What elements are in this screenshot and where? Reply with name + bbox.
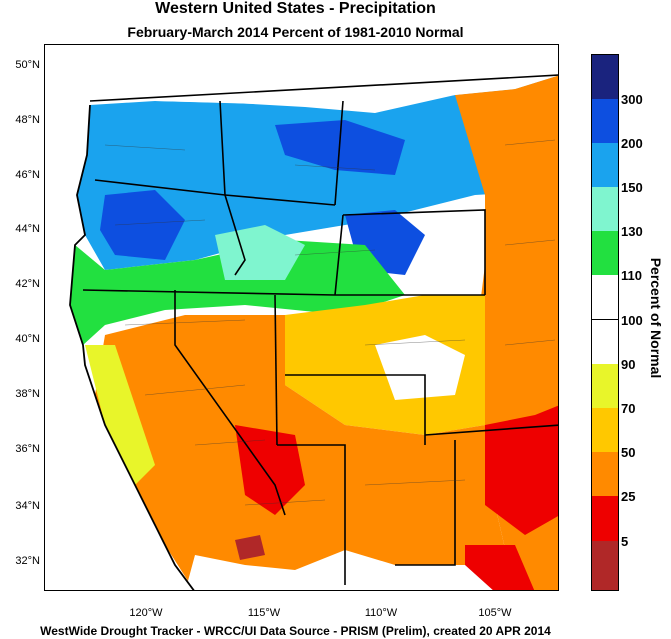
lon-label: 110°W	[364, 607, 398, 619]
legend-tick-label: 50	[621, 445, 636, 460]
legend-tick-label: 70	[621, 401, 636, 416]
legend-bin	[592, 452, 618, 496]
lat-label: 50°N	[15, 59, 40, 71]
lat-label: 44°N	[15, 223, 40, 235]
legend-tick-label: 100	[621, 313, 643, 328]
region-pnw-blue	[77, 75, 558, 270]
legend-tick-label: 110	[621, 268, 642, 283]
legend-bin	[592, 496, 618, 541]
legend-tick-label: 300	[621, 92, 643, 107]
lat-label: 48°N	[15, 114, 40, 126]
region-coast-yellow	[85, 345, 155, 485]
county-lines	[104, 139, 556, 506]
lat-label: 32°N	[15, 555, 40, 567]
footer-credit: WestWide Drought Tracker - WRCC/UI Data …	[40, 624, 551, 638]
legend-bin	[592, 55, 618, 99]
legend-bin	[592, 99, 618, 143]
region-sw-orange	[95, 315, 515, 590]
lon-label: 120°W	[129, 607, 163, 619]
precipitation-map	[44, 44, 559, 591]
legend-tick-label: 90	[621, 357, 636, 372]
legend-bin	[592, 541, 618, 590]
map-canvas	[45, 45, 558, 590]
region-white-patch	[375, 335, 465, 400]
region-deep-blue-1	[100, 190, 185, 260]
legend-title: Percent of Normal	[648, 257, 664, 379]
lon-label: 115°W	[247, 607, 281, 619]
lat-label: 36°N	[15, 443, 40, 455]
coastline	[69, 104, 195, 590]
lat-label: 42°N	[15, 278, 40, 290]
legend-colorbar	[591, 54, 619, 591]
legend-bin	[592, 231, 618, 275]
region-red-3	[465, 545, 535, 590]
legend-bin	[592, 275, 618, 319]
region-cyan-1	[215, 225, 305, 280]
legend-tick-label: 150	[621, 180, 643, 195]
lat-label: 38°N	[15, 388, 40, 400]
legend-bin	[592, 408, 618, 452]
map-subtitle: February-March 2014 Percent of 1981-2010…	[127, 24, 464, 40]
legend-bin	[592, 187, 618, 231]
canada-area	[45, 45, 558, 105]
legend-tick-label: 5	[621, 534, 629, 549]
lon-label: 105°W	[478, 607, 512, 619]
legend-tick-label: 25	[621, 489, 636, 504]
lat-label: 46°N	[15, 169, 40, 181]
legend-bin	[592, 143, 618, 187]
mexico-area	[185, 550, 493, 590]
legend-tick-label: 130	[621, 224, 643, 239]
region-red-2	[485, 405, 558, 535]
region-red-1	[235, 425, 305, 515]
legend-tick-label: 200	[621, 136, 643, 151]
lat-label: 40°N	[15, 333, 40, 345]
lat-label: 34°N	[15, 500, 40, 512]
precip-field	[70, 75, 558, 590]
region-dark-red	[235, 535, 265, 560]
legend-bin	[592, 364, 618, 408]
legend-bin	[592, 319, 618, 365]
map-title: Western United States - Precipitation	[155, 0, 436, 17]
state-boundaries	[82, 74, 558, 585]
